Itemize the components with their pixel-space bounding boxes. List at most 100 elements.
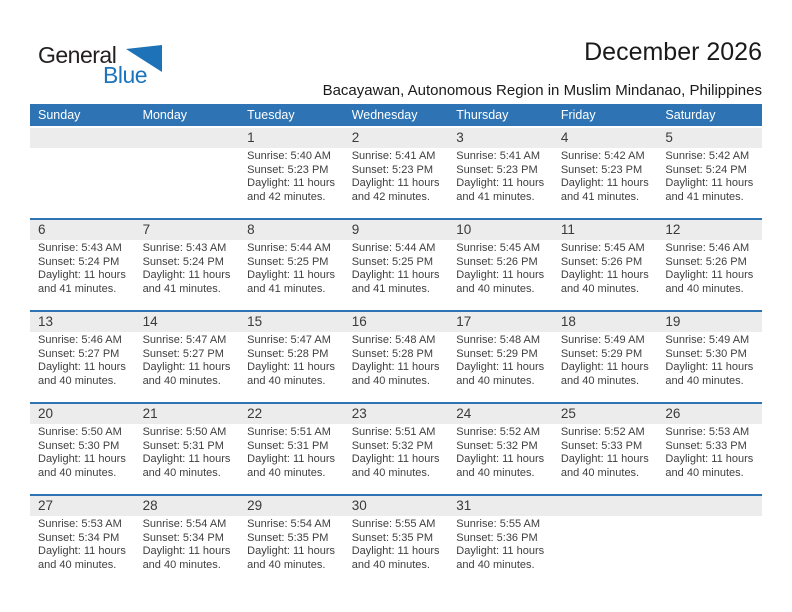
sunrise-text: Sunrise: 5:47 AM [142, 334, 227, 346]
day-cell: 19 Sunrise: 5:49 AM Sunset: 5:30 PM Dayligh… [657, 312, 762, 402]
sunrise-text: Sunrise: 5:53 AM [38, 518, 122, 530]
daylight-text: and 40 minutes. [142, 374, 221, 387]
day-details: Sunrise: 5:46 AM Sunset: 5:27 PM Daylight:… [30, 332, 135, 388]
daylight-text: Daylight: 11 hours [38, 361, 126, 373]
sunrise-text: Sunrise: 5:44 AM [247, 242, 331, 254]
sunset-text: Sunset: 5:25 PM [351, 255, 434, 268]
daylight-text: and 40 minutes. [142, 558, 221, 571]
daylight-text: Daylight: 11 hours [456, 545, 545, 557]
day-details: Sunrise: 5:45 AM Sunset: 5:26 PM Daylight:… [448, 240, 553, 296]
day-cell: 28 Sunrise: 5:54 AM Sunset: 5:34 PM Dayligh… [134, 496, 240, 586]
sunset-text: Sunset: 5:30 PM [665, 347, 747, 360]
weekday-tuesday: Tuesday [247, 108, 295, 122]
sunset-text: Sunset: 5:24 PM [142, 255, 224, 268]
day-details: Sunrise: 5:54 AM Sunset: 5:34 PM Daylight:… [135, 516, 240, 572]
day-number: 11 [552, 220, 658, 240]
day-number: 23 [343, 404, 449, 424]
daylight-text: Daylight: 11 hours [38, 545, 126, 557]
sunset-text: Sunset: 5:26 PM [665, 255, 747, 268]
day-cell: 16 Sunrise: 5:48 AM Sunset: 5:28 PM Dayligh… [343, 312, 449, 402]
day-cell: 7 Sunrise: 5:43 AM Sunset: 5:24 PM Daylight… [134, 220, 240, 310]
sunrise-text: Sunrise: 5:47 AM [247, 334, 331, 346]
daylight-text: and 40 minutes. [38, 466, 117, 479]
logo-text-general: General [38, 42, 117, 68]
day-number: 29 [239, 496, 344, 516]
sunrise-text: Sunrise: 5:53 AM [665, 426, 750, 438]
day-number: 7 [134, 220, 240, 240]
sunrise-text: Sunrise: 5:51 AM [247, 426, 331, 438]
daylight-text: Daylight: 11 hours [456, 361, 545, 373]
sunrise-text: Sunrise: 5:52 AM [456, 426, 541, 438]
daylight-text: and 41 minutes. [351, 282, 430, 295]
day-cell: 14 Sunrise: 5:47 AM Sunset: 5:27 PM Dayligh… [134, 312, 240, 402]
sunset-text: Sunset: 5:29 PM [560, 347, 643, 360]
general-blue-logo: General Blue [38, 42, 178, 90]
daylight-text: and 41 minutes. [456, 190, 535, 203]
daylight-text: and 40 minutes. [247, 374, 326, 387]
daylight-text: and 40 minutes. [247, 466, 326, 479]
week-row: 1 Sunrise: 5:40 AM Sunset: 5:23 PM Daylight… [30, 126, 762, 218]
daylight-text: and 41 minutes. [142, 282, 221, 295]
day-details: Sunrise: 5:54 AM Sunset: 5:35 PM Daylight:… [239, 516, 344, 572]
sunset-text: Sunset: 5:24 PM [665, 163, 747, 176]
sunset-text: Sunset: 5:23 PM [247, 163, 329, 176]
sunrise-text: Sunrise: 5:51 AM [351, 426, 436, 438]
location-subtitle: Bacayawan, Autonomous Region in Muslim M… [322, 82, 762, 99]
sunset-text: Sunset: 5:23 PM [351, 163, 434, 176]
day-number: 10 [448, 220, 553, 240]
day-cell: 26 Sunrise: 5:53 AM Sunset: 5:33 PM Dayligh… [657, 404, 762, 494]
daylight-text: and 40 minutes. [560, 466, 640, 479]
sunrise-text: Sunrise: 5:46 AM [38, 334, 122, 346]
daylight-text: Daylight: 11 hours [351, 453, 440, 465]
weekday-monday: Monday [142, 108, 188, 122]
page-title: December 2026 [584, 38, 762, 66]
day-cell: 17 Sunrise: 5:48 AM Sunset: 5:29 PM Dayligh… [448, 312, 553, 402]
day-cell: 18 Sunrise: 5:49 AM Sunset: 5:29 PM Dayligh… [552, 312, 658, 402]
daylight-text: Daylight: 11 hours [560, 453, 649, 465]
day-number: 4 [552, 128, 658, 148]
day-number: 31 [448, 496, 553, 516]
day-details: Sunrise: 5:51 AM Sunset: 5:31 PM Daylight:… [239, 424, 344, 480]
sunrise-text: Sunrise: 5:54 AM [142, 518, 227, 530]
weekday-header-row: Sunday Monday Tuesday Wednesday Thursday… [30, 104, 762, 126]
daylight-text: Daylight: 11 hours [38, 269, 126, 281]
daylight-text: Daylight: 11 hours [560, 361, 649, 373]
weekday-saturday: Saturday [665, 108, 716, 122]
day-details: Sunrise: 5:44 AM Sunset: 5:25 PM Daylight:… [344, 240, 449, 296]
day-cell: 6 Sunrise: 5:43 AM Sunset: 5:24 PM Daylight… [30, 220, 135, 310]
daylight-text: and 40 minutes. [351, 374, 430, 387]
day-details: Sunrise: 5:43 AM Sunset: 5:24 PM Daylight:… [135, 240, 240, 296]
day-cell: 20 Sunrise: 5:50 AM Sunset: 5:30 PM Dayligh… [30, 404, 135, 494]
sunset-text: Sunset: 5:26 PM [560, 255, 643, 268]
sunset-text: Sunset: 5:31 PM [142, 439, 224, 452]
daylight-text: and 40 minutes. [456, 558, 535, 571]
week-row: 6 Sunrise: 5:43 AM Sunset: 5:24 PM Daylight… [30, 218, 762, 310]
day-details: Sunrise: 5:41 AM Sunset: 5:23 PM Daylight:… [448, 148, 553, 204]
day-number: 12 [657, 220, 762, 240]
sunset-text: Sunset: 5:36 PM [456, 531, 538, 544]
daylight-text: and 40 minutes. [560, 282, 640, 295]
day-details: Sunrise: 5:49 AM Sunset: 5:30 PM Daylight:… [657, 332, 762, 388]
day-details: Sunrise: 5:44 AM Sunset: 5:25 PM Daylight:… [239, 240, 344, 296]
day-cell: 21 Sunrise: 5:50 AM Sunset: 5:31 PM Dayligh… [134, 404, 240, 494]
day-cell: 8 Sunrise: 5:44 AM Sunset: 5:25 PM Daylight… [239, 220, 344, 310]
day-number: 20 [30, 404, 135, 424]
day-details: Sunrise: 5:48 AM Sunset: 5:28 PM Daylight:… [344, 332, 449, 388]
daylight-text: Daylight: 11 hours [351, 545, 440, 557]
day-details: Sunrise: 5:46 AM Sunset: 5:26 PM Daylight:… [657, 240, 762, 296]
weekday-friday: Friday [560, 108, 596, 122]
daylight-text: and 40 minutes. [665, 374, 744, 387]
day-cell: 1 Sunrise: 5:40 AM Sunset: 5:23 PM Daylight… [239, 128, 344, 218]
sunrise-text: Sunrise: 5:52 AM [560, 426, 645, 438]
daylight-text: and 40 minutes. [351, 558, 430, 571]
day-cell: 9 Sunrise: 5:44 AM Sunset: 5:25 PM Daylight… [343, 220, 449, 310]
day-details: Sunrise: 5:45 AM Sunset: 5:26 PM Daylight:… [553, 240, 658, 296]
sunrise-text: Sunrise: 5:54 AM [247, 518, 331, 530]
day-number: 18 [552, 312, 658, 332]
sunset-text: Sunset: 5:35 PM [351, 531, 434, 544]
daylight-text: and 40 minutes. [560, 374, 640, 387]
daylight-text: Daylight: 11 hours [142, 361, 231, 373]
day-details: Sunrise: 5:42 AM Sunset: 5:24 PM Daylight:… [657, 148, 762, 204]
day-cell: 22 Sunrise: 5:51 AM Sunset: 5:31 PM Dayligh… [239, 404, 344, 494]
day-cell: 25 Sunrise: 5:52 AM Sunset: 5:33 PM Dayligh… [552, 404, 658, 494]
